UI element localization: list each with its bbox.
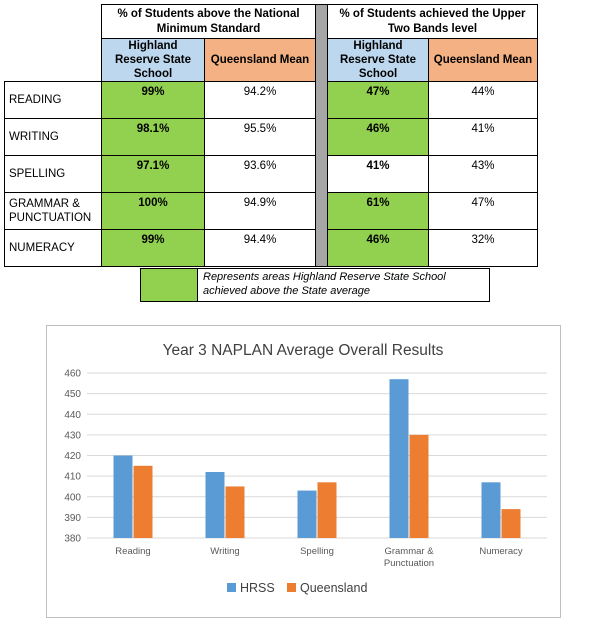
bar-hrss bbox=[205, 472, 225, 538]
row-label: NUMERACY bbox=[4, 229, 102, 267]
x-axis-labels: Reading Writing Spelling Grammar &Punctuati… bbox=[115, 546, 523, 569]
table-corner bbox=[4, 38, 102, 82]
x-tick-label: Writing bbox=[210, 546, 239, 557]
y-tick-label: 440 bbox=[64, 410, 81, 421]
bar-queensland bbox=[225, 486, 245, 538]
y-tick-label: 400 bbox=[64, 492, 81, 503]
results-table: % of Students above the National Minimum… bbox=[4, 4, 538, 267]
highlight-legend-note: Represents areas Highland Reserve State … bbox=[140, 268, 490, 302]
nms-school-value: 97.1% bbox=[101, 155, 205, 193]
table-corner bbox=[4, 4, 102, 39]
legend-note-text: Represents areas Highland Reserve State … bbox=[203, 271, 446, 297]
table-row: NUMERACY 99% 94.4% 46% 32% bbox=[4, 229, 538, 267]
legend-label-queensland: Queensland bbox=[300, 581, 367, 595]
table-row: WRITING 98.1% 95.5% 46% 41% bbox=[4, 118, 538, 156]
u2b-queensland-value: 32% bbox=[428, 229, 538, 267]
y-tick-label: 430 bbox=[64, 430, 81, 441]
bar-queensland bbox=[501, 509, 521, 538]
row-label: GRAMMAR & PUNCTUATION bbox=[4, 192, 102, 230]
legend-swatch-queensland bbox=[287, 583, 296, 592]
nms-school-value: 99% bbox=[101, 81, 205, 119]
bar-queensland bbox=[133, 465, 153, 538]
nms-queensland-value: 95.5% bbox=[204, 118, 316, 156]
nms-school-value: 98.1% bbox=[101, 118, 205, 156]
nms-school-value: 99% bbox=[101, 229, 205, 267]
sub-header-queensland: Queensland Mean bbox=[204, 38, 316, 82]
x-tick-label: Grammar & bbox=[384, 546, 434, 557]
sub-header-school: Highland Reserve State School bbox=[101, 38, 205, 82]
group-header-upper-two-bands: % of Students achieved the Upper Two Ban… bbox=[327, 4, 538, 39]
bar-hrss bbox=[389, 379, 409, 538]
x-tick-label: Numeracy bbox=[479, 546, 523, 557]
x-tick-label: Spelling bbox=[300, 546, 334, 557]
row-label: SPELLING bbox=[4, 155, 102, 193]
y-tick-label: 380 bbox=[64, 534, 81, 545]
u2b-queensland-value: 44% bbox=[428, 81, 538, 119]
x-tick-label: Punctuation bbox=[384, 558, 434, 569]
bar-hrss bbox=[297, 490, 317, 538]
u2b-queensland-value: 41% bbox=[428, 118, 538, 156]
nms-school-value: 100% bbox=[101, 192, 205, 230]
y-tick-label: 390 bbox=[64, 513, 81, 524]
sub-header-queensland: Queensland Mean bbox=[428, 38, 538, 82]
x-tick-label: Reading bbox=[115, 546, 150, 557]
y-tick-label: 420 bbox=[64, 451, 81, 462]
nms-queensland-value: 94.2% bbox=[204, 81, 316, 119]
table-row: READING 99% 94.2% 47% 44% bbox=[4, 81, 538, 119]
bar-queensland bbox=[409, 434, 429, 538]
y-axis-ticks: 380 390 400 410 420 430 440 450 460 bbox=[64, 369, 81, 545]
u2b-queensland-value: 43% bbox=[428, 155, 538, 193]
u2b-school-value: 46% bbox=[327, 118, 429, 156]
bar-hrss bbox=[113, 455, 133, 538]
group-header-national-minimum: % of Students above the National Minimum… bbox=[101, 4, 316, 39]
sub-header-school: Highland Reserve State School bbox=[327, 38, 429, 82]
bar-queensland bbox=[317, 482, 337, 538]
u2b-school-value: 41% bbox=[327, 155, 429, 193]
table-row: SPELLING 97.1% 93.6% 41% 43% bbox=[4, 155, 538, 193]
row-label: WRITING bbox=[4, 118, 102, 156]
chart-legend: HRSS Queensland bbox=[227, 581, 367, 595]
u2b-school-value: 47% bbox=[327, 81, 429, 119]
row-label: READING bbox=[4, 81, 102, 119]
gridlines bbox=[87, 372, 547, 539]
y-tick-label: 450 bbox=[64, 389, 81, 400]
y-tick-label: 460 bbox=[64, 369, 81, 380]
table-separator bbox=[315, 4, 328, 267]
u2b-school-value: 46% bbox=[327, 229, 429, 267]
nms-queensland-value: 94.4% bbox=[204, 229, 316, 267]
u2b-school-value: 61% bbox=[327, 192, 429, 230]
naplan-chart: Year 3 NAPLAN Average Overall Results 38… bbox=[46, 325, 561, 618]
nms-queensland-value: 93.6% bbox=[204, 155, 316, 193]
y-tick-label: 410 bbox=[64, 472, 81, 483]
green-swatch bbox=[141, 269, 198, 301]
chart-canvas: Year 3 NAPLAN Average Overall Results 38… bbox=[64, 342, 547, 595]
legend-label-hrss: HRSS bbox=[240, 581, 275, 595]
chart-title: Year 3 NAPLAN Average Overall Results bbox=[163, 342, 444, 359]
u2b-queensland-value: 47% bbox=[428, 192, 538, 230]
nms-queensland-value: 94.9% bbox=[204, 192, 316, 230]
table-row: GRAMMAR & PUNCTUATION 100% 94.9% 61% 47% bbox=[4, 192, 538, 230]
bars bbox=[113, 379, 521, 538]
legend-swatch-hrss bbox=[227, 583, 236, 592]
bar-hrss bbox=[481, 482, 501, 538]
